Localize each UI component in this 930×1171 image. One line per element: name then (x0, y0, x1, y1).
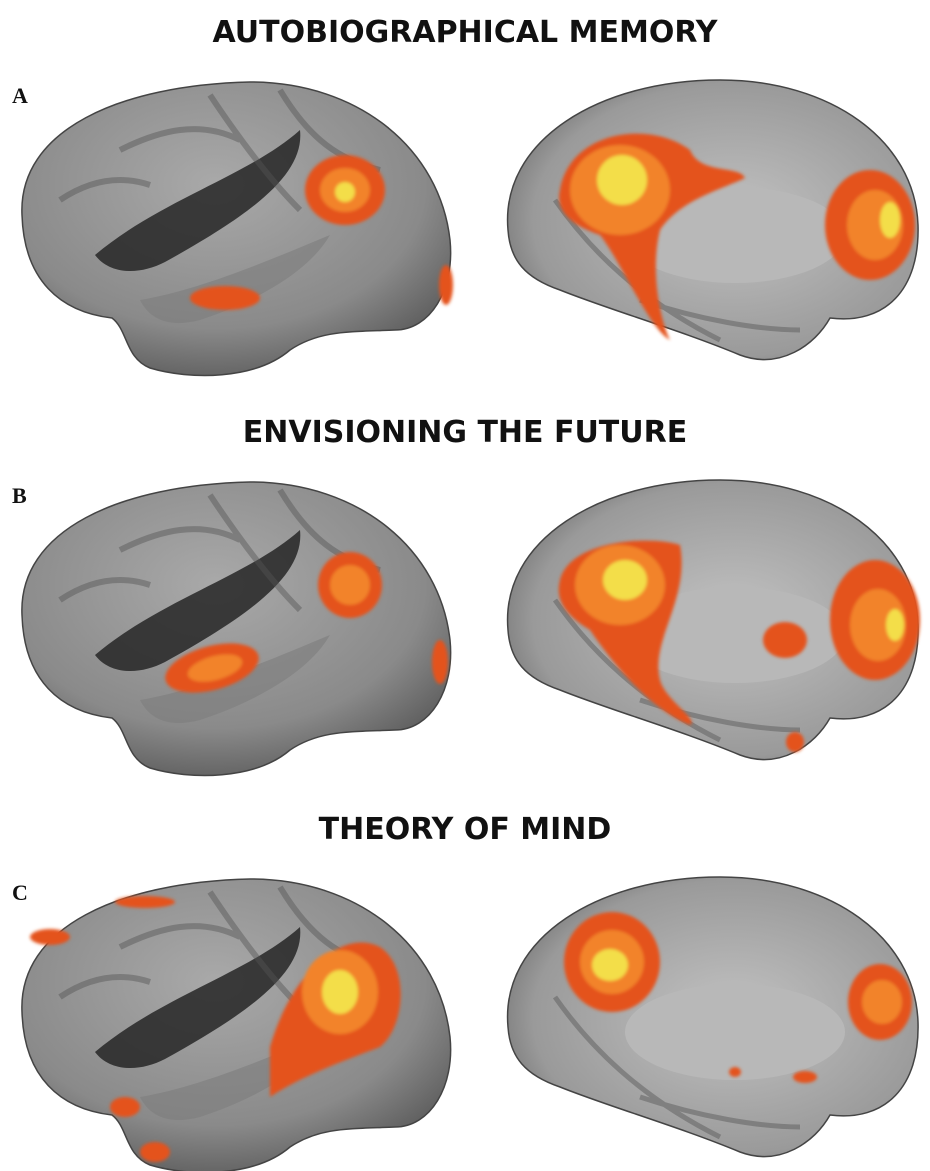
panel-label: B (12, 483, 27, 508)
lateral-brain (22, 482, 451, 775)
panel-title: ENVISIONING THE FUTURE (243, 415, 687, 450)
panel-title: THEORY OF MIND (319, 812, 612, 847)
panel-a: AUTOBIOGRAPHICAL MEMORY A (12, 15, 918, 375)
activations (165, 540, 920, 752)
activations (30, 896, 912, 1162)
panel-label: C (12, 880, 28, 905)
panel-title: AUTOBIOGRAPHICAL MEMORY (212, 15, 718, 50)
panel-c: THEORY OF MIND C (12, 812, 918, 1171)
panel-label: A (12, 83, 28, 108)
lateral-brain (22, 82, 451, 375)
panel-b: ENVISIONING THE FUTURE B (12, 415, 920, 775)
activations (190, 133, 915, 340)
